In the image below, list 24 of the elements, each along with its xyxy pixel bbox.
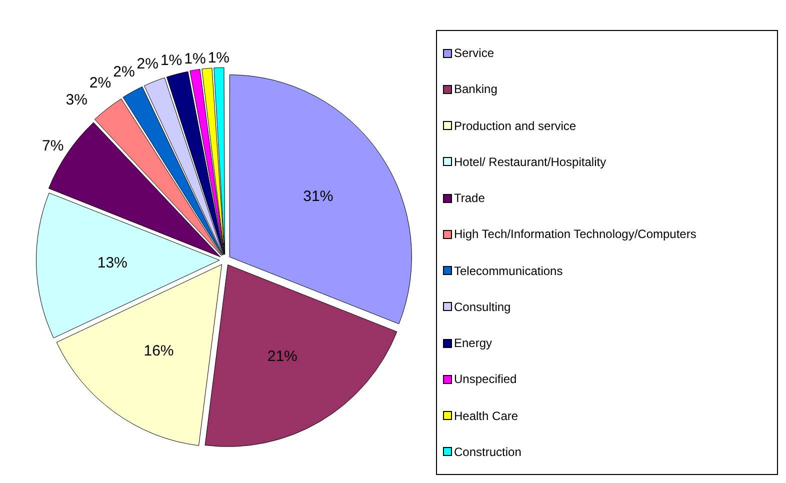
data-label: 3% bbox=[66, 92, 88, 109]
data-label: 16% bbox=[144, 342, 174, 360]
legend-label: Consulting bbox=[454, 300, 511, 314]
legend-label: Hotel/ Restaurant/Hospitality bbox=[454, 154, 606, 169]
legend-label: Service bbox=[454, 46, 494, 60]
data-label: 2% bbox=[113, 64, 135, 81]
data-label: 21% bbox=[267, 348, 298, 366]
legend-label: Energy bbox=[454, 336, 492, 350]
legend-label: Health Care bbox=[454, 408, 518, 423]
data-label: 13% bbox=[97, 254, 128, 272]
legend-label: High Tech/Information Technology/Computers bbox=[454, 227, 696, 242]
data-label: 2% bbox=[136, 56, 158, 73]
data-label: 1% bbox=[184, 50, 206, 68]
legend-label: Banking bbox=[454, 82, 498, 96]
data-label: 1% bbox=[208, 49, 230, 66]
data-label: 31% bbox=[303, 188, 334, 205]
legend-label: Trade bbox=[454, 191, 485, 206]
legend-label: Construction bbox=[454, 444, 522, 459]
legend-label: Unspecified bbox=[454, 372, 517, 386]
data-label: 1% bbox=[160, 52, 182, 69]
legend-label: Production and service bbox=[454, 118, 576, 133]
data-label: 2% bbox=[89, 74, 112, 92]
legend-label: Telecommunications bbox=[454, 264, 563, 278]
data-label: 7% bbox=[42, 138, 64, 155]
